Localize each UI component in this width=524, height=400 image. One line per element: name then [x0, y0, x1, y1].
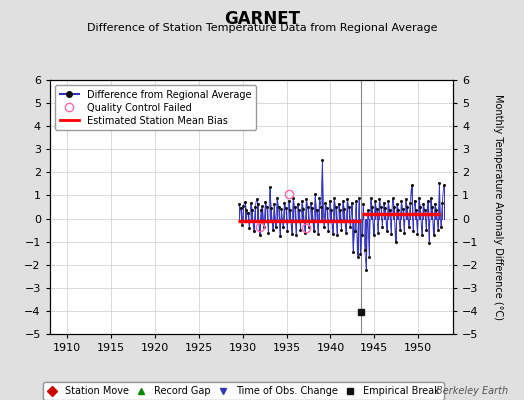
Text: Difference of Station Temperature Data from Regional Average: Difference of Station Temperature Data f… [87, 23, 437, 33]
Legend: Station Move, Record Gap, Time of Obs. Change, Empirical Break: Station Move, Record Gap, Time of Obs. C… [43, 382, 444, 400]
Y-axis label: Monthly Temperature Anomaly Difference (°C): Monthly Temperature Anomaly Difference (… [493, 94, 503, 320]
Text: GARNET: GARNET [224, 10, 300, 28]
Text: Berkeley Earth: Berkeley Earth [436, 386, 508, 396]
